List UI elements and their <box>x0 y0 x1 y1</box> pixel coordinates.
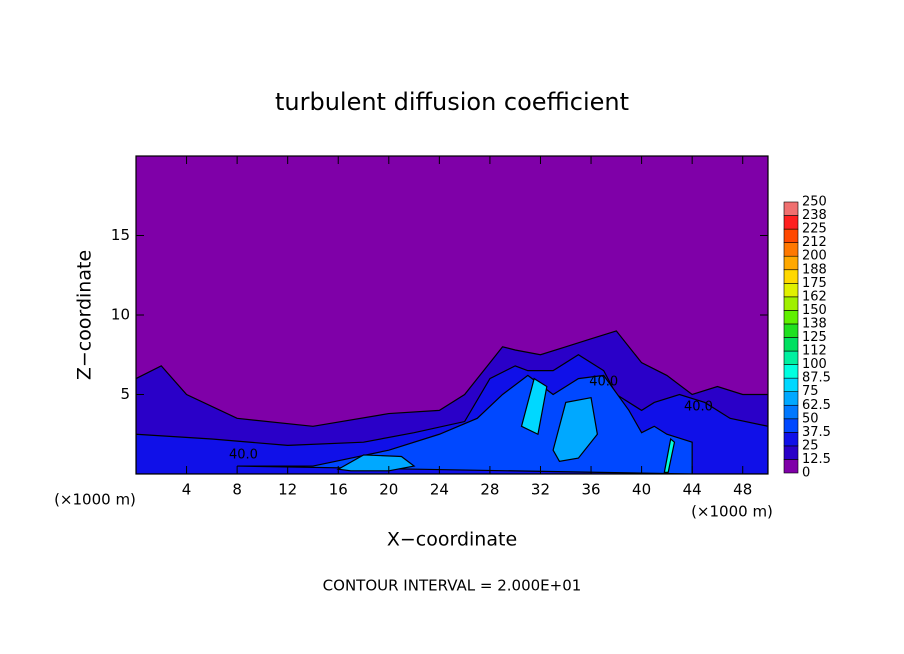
colorbar-label: 75 <box>802 384 819 399</box>
colorbar-band <box>783 418 799 433</box>
footer-note: CONTOUR INTERVAL = 2.000E+01 <box>323 577 582 595</box>
x-unit-label: (×1000 m) <box>691 503 773 521</box>
y-tick-label: 15 <box>111 226 130 244</box>
colorbar-band <box>783 459 799 474</box>
x-unit-label: (×1000 m) <box>54 491 136 509</box>
colorbar-band <box>783 323 799 338</box>
colorbar-band <box>783 228 799 243</box>
colorbar-band <box>783 242 799 257</box>
colorbar-label: 200 <box>802 249 827 264</box>
colorbar-band <box>783 337 799 352</box>
contour-label: 40.0 <box>684 400 713 415</box>
x-tick-label: 40 <box>632 481 651 499</box>
x-tick-label: 16 <box>329 481 348 499</box>
contour-region <box>552 396 598 462</box>
x-tick-label: 36 <box>581 481 600 499</box>
colorbar-band <box>783 432 799 447</box>
colorbar-label: 188 <box>802 262 827 277</box>
y-tick-label: 10 <box>111 306 130 324</box>
contour-label: 40.0 <box>589 374 618 389</box>
colorbar-band <box>783 255 799 271</box>
colorbar-label: 62.5 <box>802 398 831 413</box>
contour-label: 40.0 <box>229 447 258 462</box>
y-axis-label: Z−coordinate <box>74 250 96 380</box>
colorbar-label: 250 <box>802 195 827 210</box>
x-tick-label: 8 <box>232 481 242 499</box>
colorbar-label: 125 <box>802 330 827 345</box>
colorbar-label: 112 <box>802 344 827 359</box>
colorbar-band <box>783 350 799 365</box>
colorbar-label: 25 <box>802 438 819 453</box>
colorbar-band <box>783 269 799 284</box>
colorbar-label: 100 <box>802 357 827 372</box>
contour-region <box>336 454 416 472</box>
colorbar-label: 138 <box>802 316 827 331</box>
x-tick-label: 28 <box>480 481 499 499</box>
y-tick-label: 5 <box>120 385 130 403</box>
x-axis-label: X−coordinate <box>387 529 517 551</box>
x-tick-label: 12 <box>278 481 297 499</box>
contour-region <box>663 437 676 474</box>
x-tick-label: 32 <box>531 481 550 499</box>
colorbar-band <box>783 377 799 392</box>
field: 40.0 40.0 40.0 <box>136 330 768 474</box>
colorbar-band <box>783 364 799 379</box>
colorbar-band <box>783 391 799 406</box>
colorbar-label: 162 <box>802 289 827 304</box>
colorbar-label: 12.5 <box>802 452 831 467</box>
x-tick-label: 20 <box>379 481 398 499</box>
colorbar-band <box>783 215 799 230</box>
colorbar-band <box>783 201 799 216</box>
colorbar-label: 225 <box>802 222 827 237</box>
colorbar-label: 150 <box>802 303 827 318</box>
colorbar-label: 87.5 <box>802 371 831 386</box>
colorbar-label: 238 <box>802 208 827 223</box>
x-tick-label: 48 <box>733 481 752 499</box>
colorbar-label: 212 <box>802 235 827 250</box>
contour-region <box>520 377 548 436</box>
colorbar-band <box>783 404 799 420</box>
x-tick-label: 4 <box>182 481 192 499</box>
colorbar-label: 175 <box>802 276 827 291</box>
x-tick-label: 24 <box>430 481 449 499</box>
x-tick-label: 44 <box>683 481 702 499</box>
chart-title: turbulent diffusion coefficient <box>275 88 629 116</box>
colorbar-band <box>783 310 799 325</box>
colorbar-band <box>783 445 799 460</box>
colorbar-label: 50 <box>802 411 819 426</box>
colorbar-band <box>783 282 799 298</box>
colorbar-band <box>783 296 799 311</box>
colorbar-label: 37.5 <box>802 425 831 440</box>
colorbar-label: 0 <box>802 466 810 481</box>
